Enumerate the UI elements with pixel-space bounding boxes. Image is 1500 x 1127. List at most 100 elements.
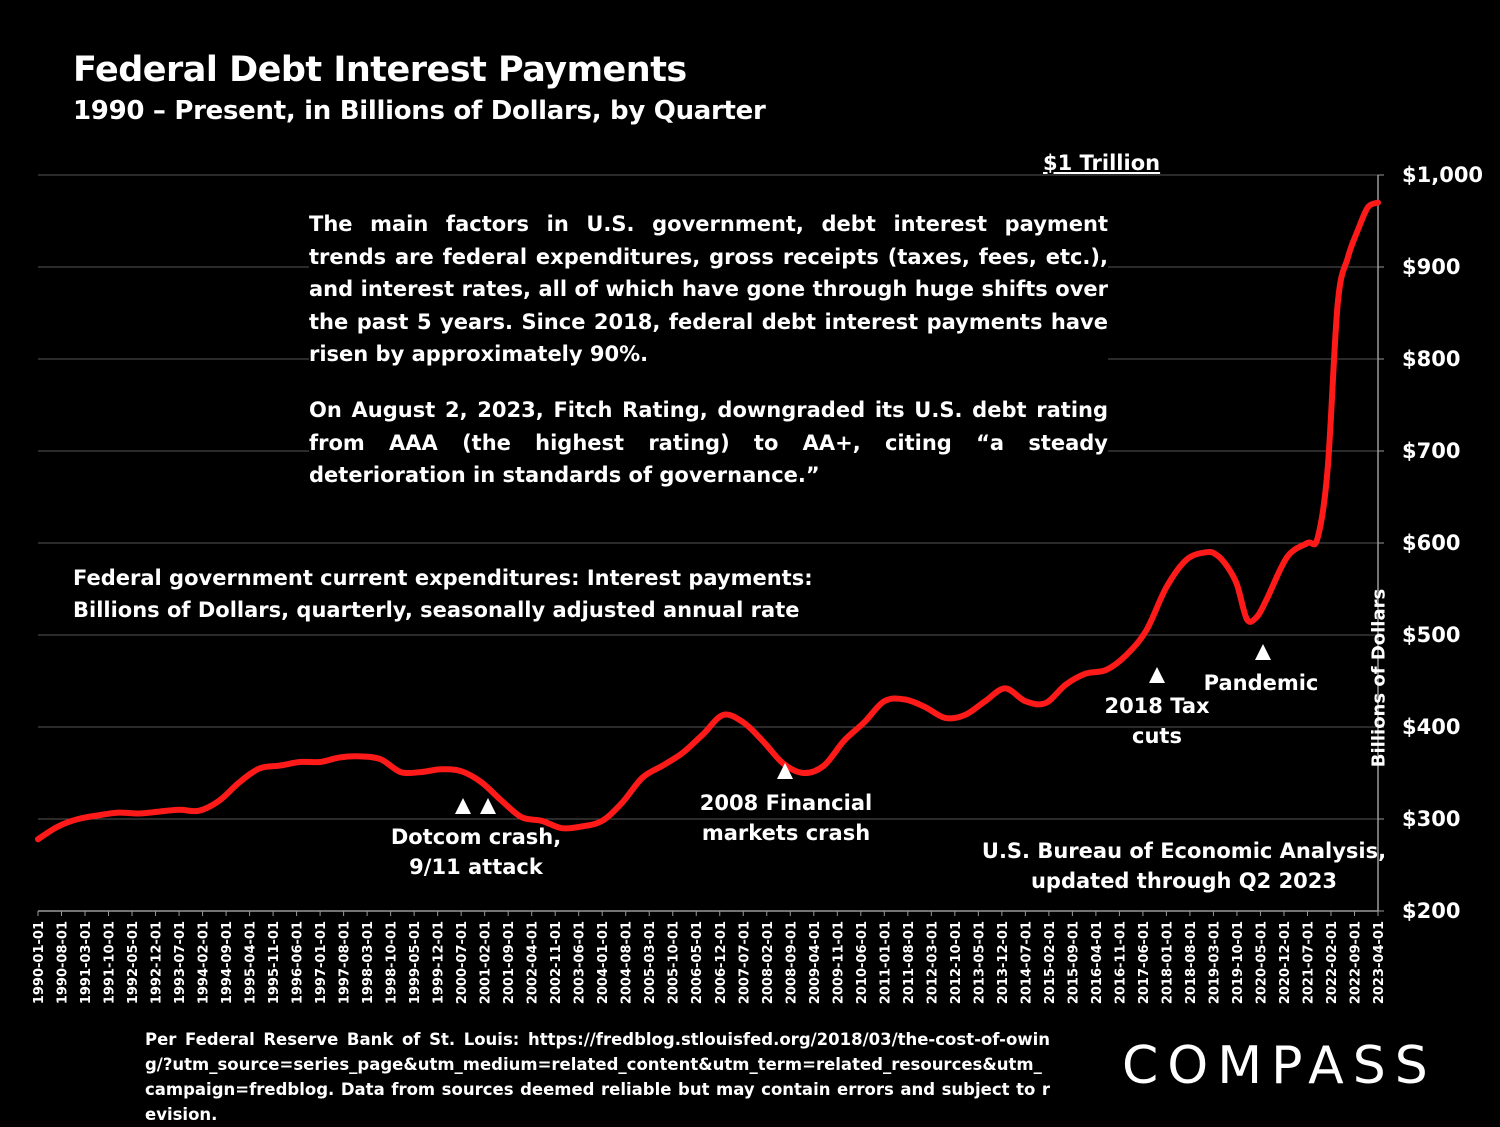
x-tick-label: 1998-10-01 (385, 921, 400, 1004)
dotcom-marker (455, 798, 471, 814)
y-tick-label: $700 (1402, 439, 1460, 463)
x-tick-label: 2011-01-01 (878, 921, 893, 1004)
x-tick-label: 1998-03-01 (361, 921, 376, 1004)
trillion-marker-label: $1 Trillion (1043, 151, 1161, 175)
y-tick-label: $300 (1402, 807, 1460, 831)
y-tick-label: $400 (1402, 715, 1460, 739)
x-tick-label: 2019-10-01 (1231, 921, 1246, 1004)
x-tick-label: 2020-12-01 (1278, 921, 1293, 1004)
annotation-dotcom-line-1: Dotcom crash, (390, 825, 562, 849)
x-tick-label: 2016-11-01 (1113, 921, 1128, 1004)
x-tick-label: 2004-08-01 (620, 921, 635, 1004)
x-tick-label: 2002-04-01 (526, 921, 541, 1004)
commentary-paragraph-1: The main factors in U.S. government, deb… (309, 208, 1108, 371)
y-tick-label: $500 (1402, 623, 1460, 647)
y-tick-label: $800 (1402, 347, 1460, 371)
financial-crisis-marker (777, 763, 793, 779)
x-tick-label: 2015-02-01 (1043, 921, 1058, 1004)
y-tick-label: $200 (1402, 899, 1460, 923)
annotation-dotcom: Dotcom crash, 9/11 attack (391, 822, 561, 882)
annotation-markers (455, 644, 1271, 814)
x-tick-label: 2018-01-01 (1160, 921, 1175, 1004)
x-tick-label: 2001-02-01 (479, 921, 494, 1004)
x-tick-label: 2012-03-01 (925, 921, 940, 1004)
annotation-financial-crisis: 2008 Financial markets crash (700, 788, 872, 848)
x-tick-label: 1999-05-01 (408, 921, 423, 1004)
tax-cuts-marker (1149, 667, 1165, 683)
x-tick-label: 2021-07-01 (1301, 921, 1316, 1004)
x-tick-label: 2016-04-01 (1090, 921, 1105, 1004)
pandemic-marker (1255, 644, 1271, 660)
annotation-financial-line-2: markets crash (701, 821, 871, 845)
x-axis-ticks: 1990-01-01 1990-08-01 1991-03-01 1991-10-01… (32, 911, 1387, 1004)
x-tick-label: 1995-11-01 (267, 921, 282, 1004)
y-axis-ticks: $200 $300 $400 $500 $600 $700 $800 $900 $1,000 (1378, 163, 1483, 923)
x-tick-label: 1999-12-01 (432, 921, 447, 1004)
x-tick-label: 2017-06-01 (1137, 921, 1152, 1004)
x-tick-label: 2013-05-01 (972, 921, 987, 1004)
x-tick-label: 2009-11-01 (831, 921, 846, 1004)
source-note-line-2: updated through Q2 2023 (1030, 869, 1338, 893)
y-axis-title: Billions of Dollars (1368, 588, 1390, 768)
x-tick-label: 1997-08-01 (338, 921, 353, 1004)
x-tick-label: 2014-07-01 (1019, 921, 1034, 1004)
x-tick-label: 2009-04-01 (808, 921, 823, 1004)
x-tick-label: 1997-01-01 (314, 921, 329, 1004)
x-tick-label: 2010-06-01 (855, 921, 870, 1004)
annotation-pandemic-line-1: Pandemic (1203, 671, 1319, 695)
x-tick-label: 1994-09-01 (220, 921, 235, 1004)
x-tick-label: 2020-05-01 (1254, 921, 1269, 1004)
compass-logo: COMPASS (1122, 1036, 1437, 1096)
x-tick-label: 1990-01-01 (32, 921, 47, 1004)
x-tick-label: 1995-04-01 (244, 921, 259, 1004)
x-tick-label: 1992-12-01 (150, 921, 165, 1004)
chart-subtitle: 1990 – Present, in Billions of Dollars, … (73, 96, 766, 126)
x-tick-label: 2008-09-01 (784, 921, 799, 1004)
annotation-pandemic: Pandemic (1204, 668, 1319, 698)
series-description-line-1: Federal government current expenditures:… (73, 566, 813, 590)
series-description: Federal government current expenditures:… (73, 562, 813, 626)
x-tick-label: 2011-08-01 (902, 921, 917, 1004)
x-tick-label: 2013-12-01 (996, 921, 1011, 1004)
commentary-paragraph-2: On August 2, 2023, Fitch Rating, downgra… (309, 394, 1108, 492)
x-tick-label: 2007-07-01 (737, 921, 752, 1004)
x-tick-label: 1996-06-01 (291, 921, 306, 1004)
x-tick-label: 2006-12-01 (714, 921, 729, 1004)
source-note: U.S. Bureau of Economic Analysis, update… (982, 836, 1386, 896)
x-tick-label: 1991-10-01 (103, 921, 118, 1004)
x-tick-label: 2005-03-01 (643, 921, 658, 1004)
x-tick-label: 2018-08-01 (1184, 921, 1199, 1004)
x-tick-label: 2019-03-01 (1207, 921, 1222, 1004)
y-tick-label: $900 (1402, 255, 1460, 279)
interest-payments-line (35, 199, 1381, 843)
x-tick-label: 1992-05-01 (126, 921, 141, 1004)
annotation-tax-line-1: 2018 Tax (1104, 694, 1210, 718)
annotation-tax-line-2: cuts (1132, 724, 1182, 748)
annotation-dotcom-line-2: 9/11 attack (409, 855, 543, 879)
x-tick-label: 2008-02-01 (761, 921, 776, 1004)
x-tick-label: 2002-11-01 (549, 921, 564, 1004)
x-tick-label: 2006-05-01 (690, 921, 705, 1004)
annotation-tax-cuts: 2018 Tax cuts (1104, 691, 1209, 751)
annotation-financial-line-1: 2008 Financial (699, 791, 873, 815)
x-tick-label: 2004-01-01 (596, 921, 611, 1004)
y-tick-label: $600 (1402, 531, 1460, 555)
x-tick-label: 2003-06-01 (573, 921, 588, 1004)
series-group (35, 199, 1381, 843)
x-tick-label: 1990-08-01 (56, 921, 71, 1004)
x-tick-label: 2005-10-01 (667, 921, 682, 1004)
footer-citation: Per Federal Reserve Bank of St. Louis: h… (145, 1030, 1050, 1124)
chart-title: Federal Debt Interest Payments (73, 50, 687, 90)
x-tick-label: 2022-02-01 (1325, 921, 1340, 1004)
x-tick-label: 1993-07-01 (173, 921, 188, 1004)
x-tick-label: 2023-04-01 (1372, 921, 1387, 1004)
x-tick-label: 1994-02-01 (197, 921, 212, 1004)
x-tick-label: 2001-09-01 (502, 921, 517, 1004)
source-note-line-1: U.S. Bureau of Economic Analysis, (981, 839, 1387, 863)
x-tick-label: 2000-07-01 (455, 921, 470, 1004)
x-tick-label: 2015-09-01 (1066, 921, 1081, 1004)
x-tick-label: 2012-10-01 (949, 921, 964, 1004)
sept-11-marker (480, 798, 496, 814)
y-tick-label: $1,000 (1402, 163, 1483, 187)
series-description-line-2: Billions of Dollars, quarterly, seasonal… (73, 598, 800, 622)
